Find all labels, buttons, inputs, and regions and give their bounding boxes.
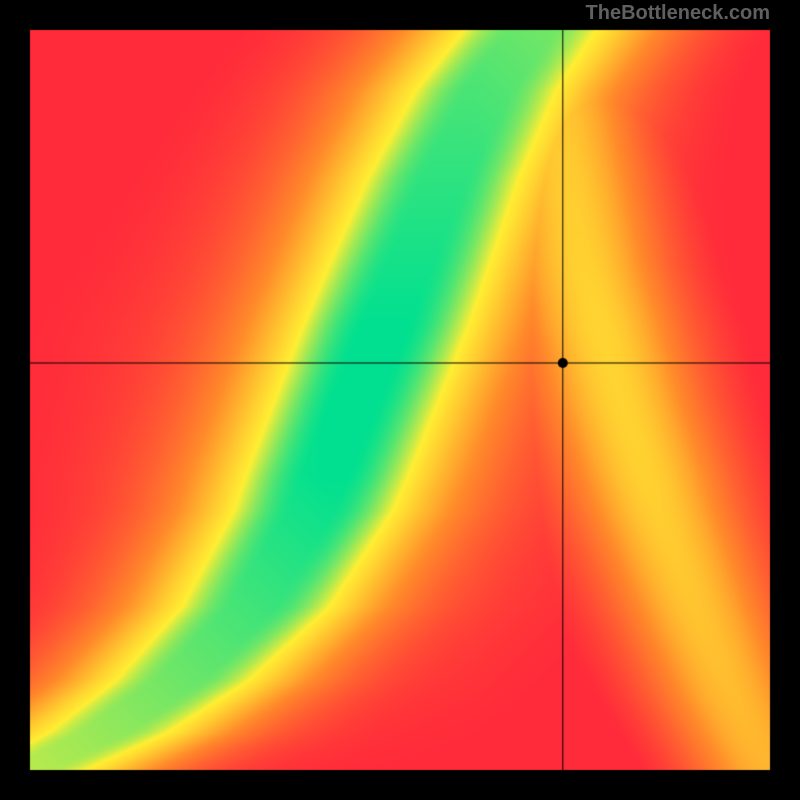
chart-container: { "attribution": "TheBottleneck.com", "c… xyxy=(0,0,800,800)
attribution-text: TheBottleneck.com xyxy=(586,2,770,25)
bottleneck-heatmap xyxy=(0,0,800,800)
